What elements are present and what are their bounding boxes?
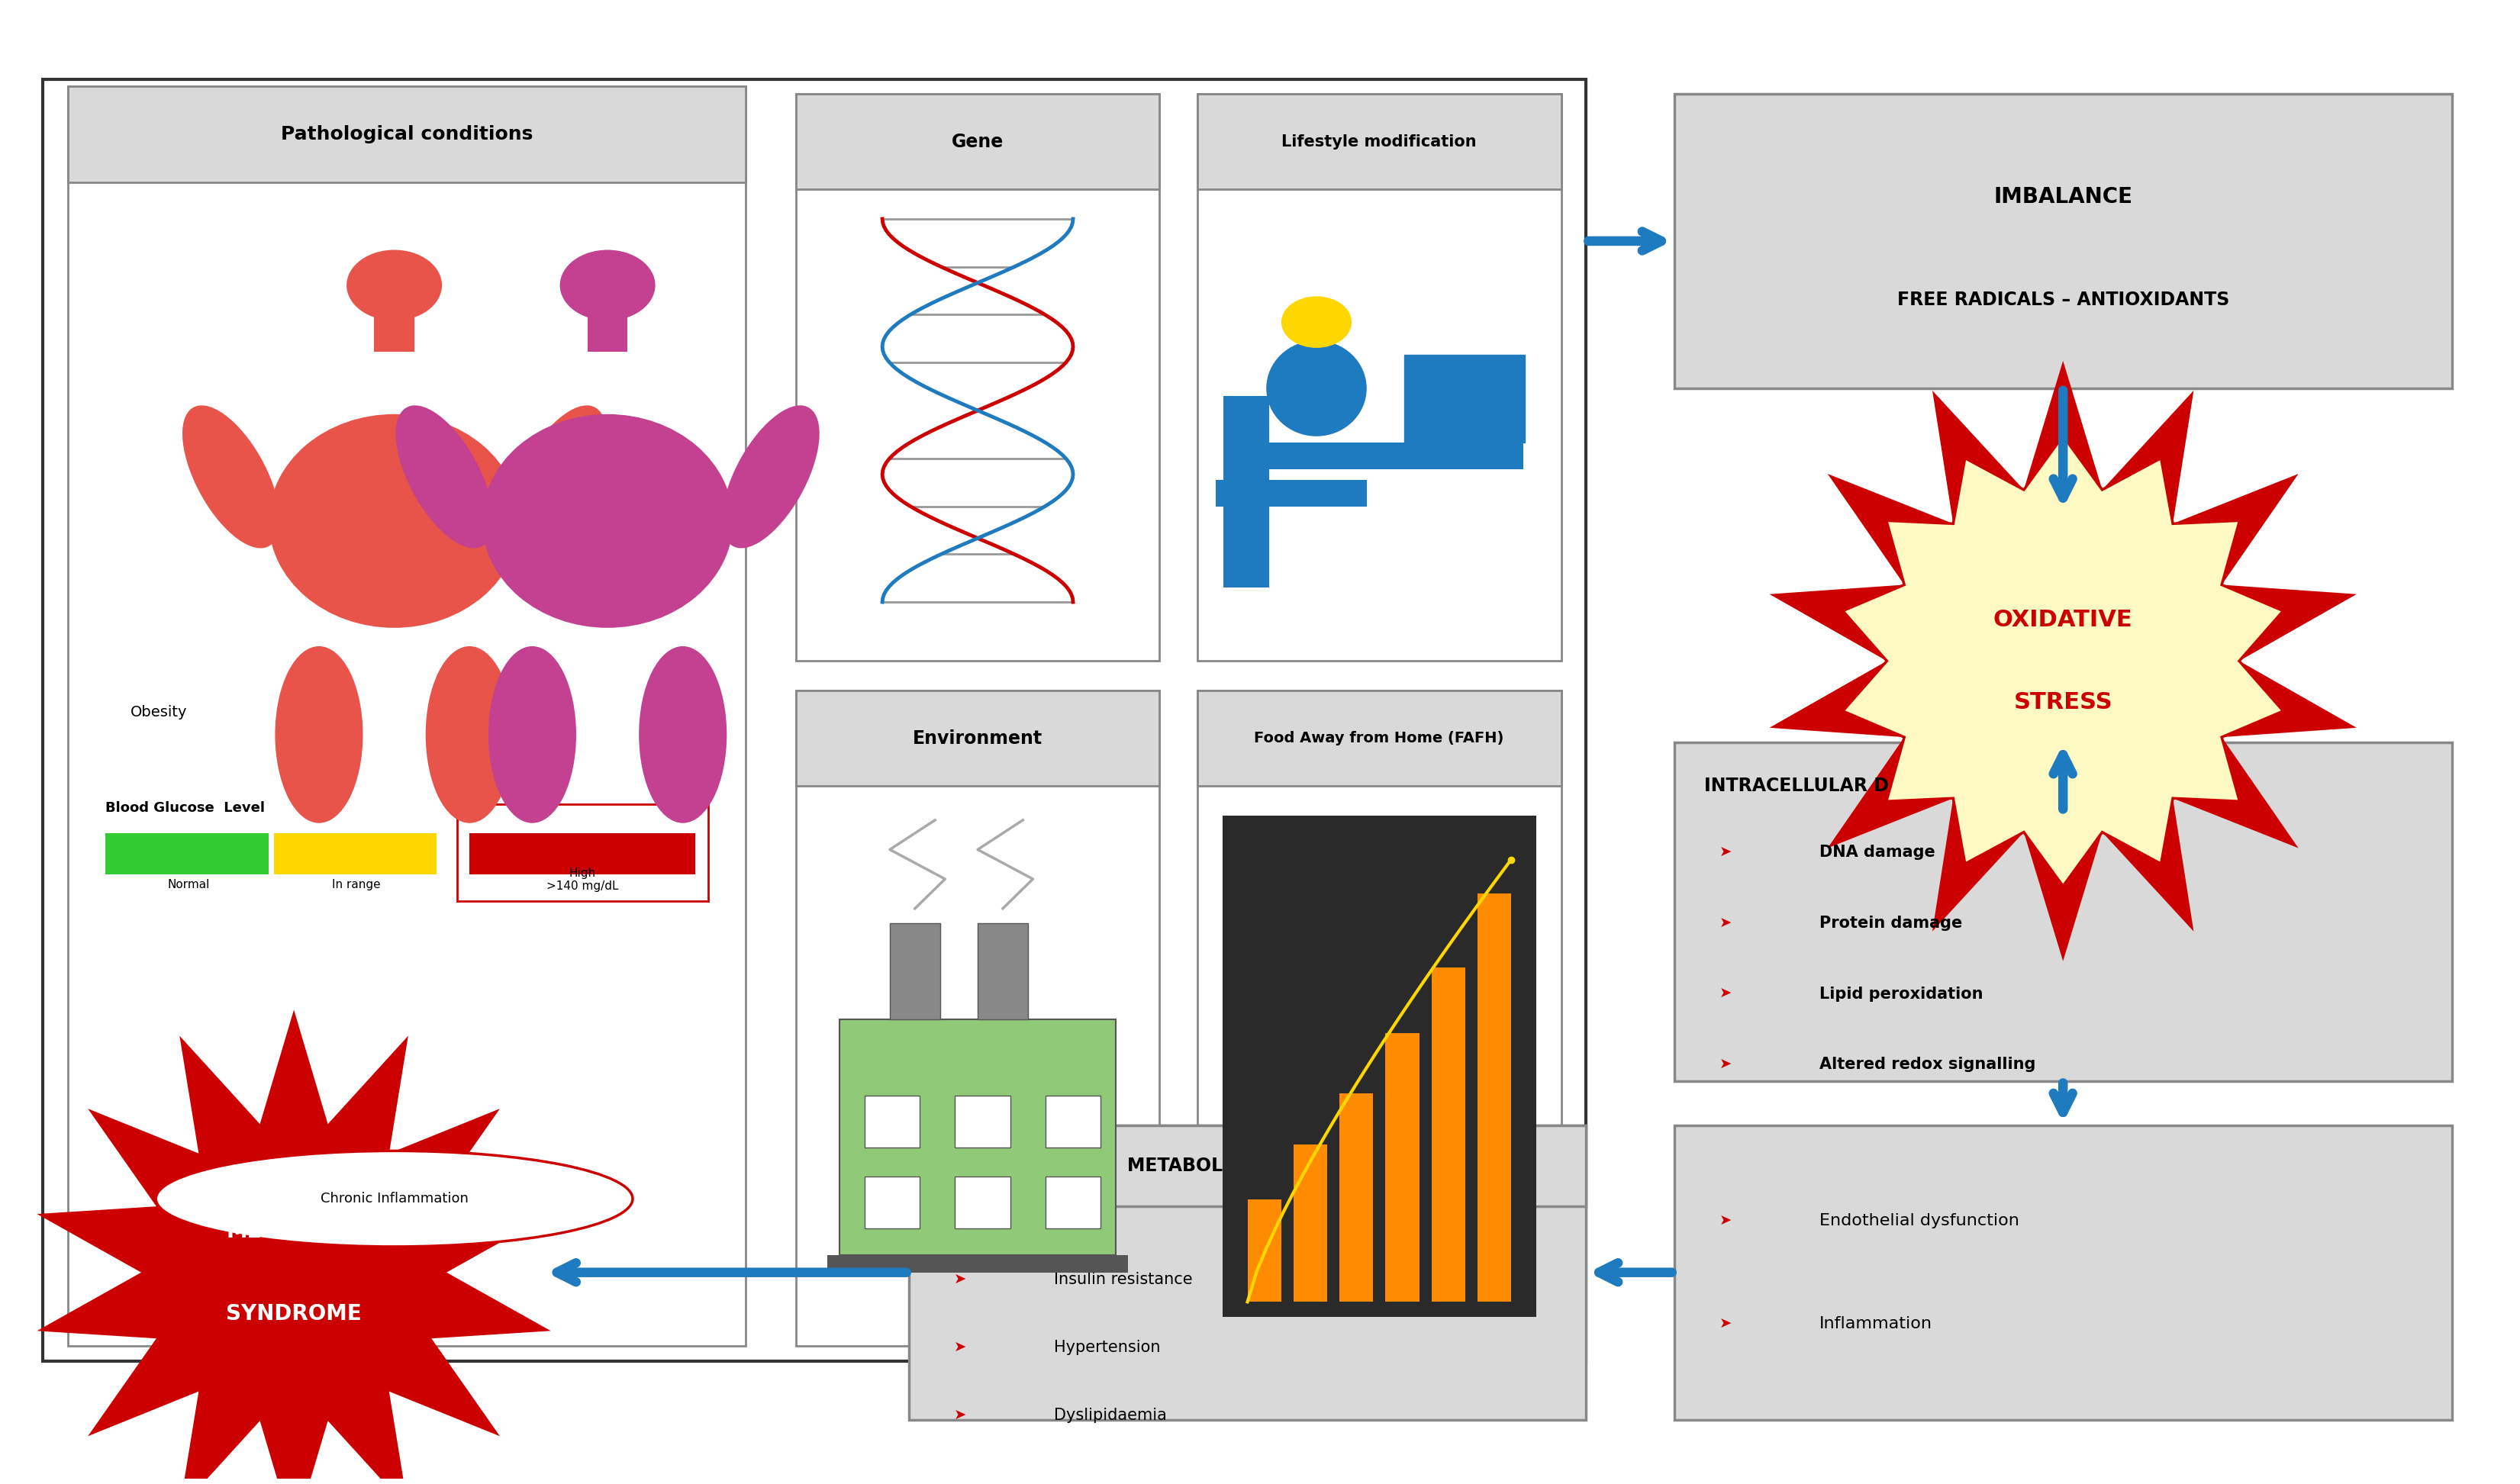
Text: Altered redox signalling: Altered redox signalling: [1819, 1057, 2036, 1073]
Text: Chronic Inflammation: Chronic Inflammation: [320, 1192, 469, 1205]
FancyBboxPatch shape: [796, 690, 1159, 787]
FancyBboxPatch shape: [1293, 1144, 1328, 1301]
Text: STRESS: STRESS: [2013, 692, 2112, 714]
Text: IMBALANCE: IMBALANCE: [1993, 186, 2132, 208]
Text: Insulin resistance: Insulin resistance: [1053, 1272, 1192, 1288]
Text: Food Away from Home (FAFH): Food Away from Home (FAFH): [1255, 732, 1504, 745]
FancyBboxPatch shape: [1197, 690, 1560, 1346]
Ellipse shape: [640, 646, 726, 824]
Text: DNA damage: DNA damage: [1819, 844, 1935, 861]
FancyBboxPatch shape: [864, 1095, 920, 1147]
Text: Inflammation: Inflammation: [1819, 1316, 1933, 1331]
Text: ➤: ➤: [1719, 916, 1731, 930]
FancyBboxPatch shape: [796, 93, 1159, 190]
Text: In range: In range: [333, 879, 381, 890]
FancyBboxPatch shape: [1222, 816, 1537, 1316]
Text: METABOLIC DISORDERS: METABOLIC DISORDERS: [1126, 1156, 1368, 1175]
FancyBboxPatch shape: [1477, 893, 1512, 1301]
FancyBboxPatch shape: [1673, 93, 2452, 389]
FancyBboxPatch shape: [68, 86, 746, 1346]
FancyBboxPatch shape: [1217, 479, 1366, 506]
FancyBboxPatch shape: [839, 1020, 1116, 1255]
FancyBboxPatch shape: [275, 834, 436, 874]
FancyBboxPatch shape: [978, 923, 1028, 1020]
Text: Gene: Gene: [953, 132, 1003, 151]
FancyBboxPatch shape: [1046, 1177, 1101, 1229]
Ellipse shape: [275, 646, 363, 824]
FancyBboxPatch shape: [373, 292, 413, 352]
Text: High
>140 mg/dL: High >140 mg/dL: [547, 867, 617, 892]
FancyBboxPatch shape: [1341, 1094, 1373, 1301]
Text: Dyslipidaemia: Dyslipidaemia: [1053, 1408, 1167, 1423]
FancyBboxPatch shape: [469, 834, 696, 874]
Text: Endothelial dysfunction: Endothelial dysfunction: [1819, 1214, 2019, 1229]
Text: Environment: Environment: [912, 729, 1043, 748]
Text: Blood Glucose  Level: Blood Glucose Level: [106, 801, 265, 815]
Text: ➤: ➤: [1719, 987, 1731, 1002]
FancyBboxPatch shape: [910, 1125, 1585, 1420]
FancyBboxPatch shape: [1431, 968, 1464, 1301]
FancyBboxPatch shape: [1673, 742, 2452, 1080]
Text: ➤: ➤: [955, 1408, 965, 1423]
FancyBboxPatch shape: [456, 804, 708, 901]
Text: ➤: ➤: [1719, 1214, 1731, 1229]
FancyBboxPatch shape: [1247, 1199, 1280, 1301]
FancyBboxPatch shape: [796, 690, 1159, 1346]
Polygon shape: [1842, 436, 2283, 886]
Text: ➤: ➤: [1719, 1058, 1731, 1071]
Text: SYNDROME: SYNDROME: [227, 1303, 363, 1324]
Ellipse shape: [481, 414, 733, 628]
Ellipse shape: [270, 414, 519, 628]
FancyBboxPatch shape: [910, 1125, 1585, 1206]
Text: Normal: Normal: [166, 879, 209, 890]
Text: Obesity: Obesity: [131, 705, 186, 720]
Text: Lifestyle modification: Lifestyle modification: [1283, 134, 1477, 150]
Text: ➤: ➤: [955, 1273, 965, 1287]
FancyBboxPatch shape: [1404, 355, 1525, 442]
Text: ➤: ➤: [1719, 1316, 1731, 1331]
FancyBboxPatch shape: [890, 923, 940, 1020]
Ellipse shape: [489, 646, 577, 824]
FancyBboxPatch shape: [864, 1177, 920, 1229]
Ellipse shape: [721, 405, 819, 548]
Ellipse shape: [348, 249, 441, 321]
FancyBboxPatch shape: [1046, 1095, 1101, 1147]
Polygon shape: [38, 1009, 552, 1484]
Text: ➤: ➤: [1719, 846, 1731, 859]
FancyBboxPatch shape: [1386, 1033, 1419, 1301]
FancyBboxPatch shape: [1197, 690, 1560, 787]
Ellipse shape: [1280, 297, 1351, 347]
Text: ➤: ➤: [955, 1340, 965, 1355]
Text: INTRACELLULAR DAMAGE:: INTRACELLULAR DAMAGE:: [1704, 778, 1968, 795]
Ellipse shape: [181, 405, 280, 548]
Text: Hypertension: Hypertension: [1053, 1340, 1162, 1355]
Ellipse shape: [509, 405, 607, 548]
FancyBboxPatch shape: [106, 834, 270, 874]
FancyBboxPatch shape: [1197, 93, 1560, 660]
FancyBboxPatch shape: [827, 1255, 1129, 1272]
FancyBboxPatch shape: [1235, 442, 1525, 469]
FancyBboxPatch shape: [796, 93, 1159, 660]
Ellipse shape: [559, 249, 655, 321]
FancyBboxPatch shape: [68, 86, 746, 183]
FancyBboxPatch shape: [43, 79, 1585, 1361]
Text: Lipid peroxidation: Lipid peroxidation: [1819, 987, 1983, 1002]
FancyBboxPatch shape: [955, 1095, 1011, 1147]
Text: Pathological conditions: Pathological conditions: [280, 125, 532, 144]
FancyBboxPatch shape: [587, 292, 627, 352]
FancyBboxPatch shape: [1197, 93, 1560, 190]
Text: OXIDATIVE: OXIDATIVE: [1993, 608, 2132, 631]
Text: METABOLIC: METABOLIC: [227, 1220, 363, 1242]
Ellipse shape: [1265, 340, 1366, 436]
Polygon shape: [1769, 361, 2356, 962]
FancyBboxPatch shape: [1225, 396, 1268, 588]
FancyBboxPatch shape: [955, 1177, 1011, 1229]
Ellipse shape: [396, 405, 494, 548]
Text: FREE RADICALS – ANTIOXIDANTS: FREE RADICALS – ANTIOXIDANTS: [1898, 291, 2230, 309]
FancyBboxPatch shape: [1673, 1125, 2452, 1420]
Ellipse shape: [426, 646, 514, 824]
Text: Protein damage: Protein damage: [1819, 916, 1963, 930]
Ellipse shape: [156, 1152, 633, 1247]
